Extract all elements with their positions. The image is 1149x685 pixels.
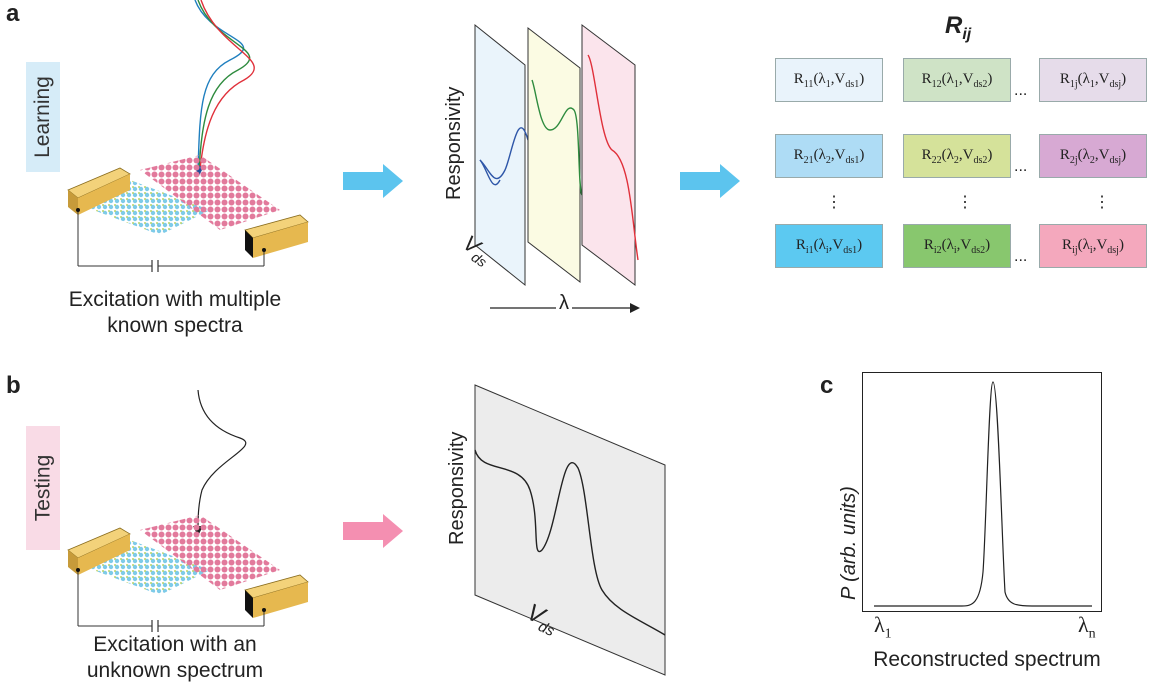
matrix-cell-1j: R1j(λ1,Vdsj) xyxy=(1039,58,1147,102)
matrix-cell-ij: Rij(λi,Vdsj) xyxy=(1039,224,1147,268)
panel-letter-c: c xyxy=(820,372,834,399)
testing-tag: Testing xyxy=(26,426,60,550)
device-learning-icon xyxy=(67,155,309,272)
learning-tag: Learning xyxy=(26,62,60,172)
panel-letter-b: b xyxy=(6,372,21,399)
testing-responsivity-plane xyxy=(474,384,666,676)
matrix-cell-21: R21(λ2,Vds1) xyxy=(775,134,883,178)
matrix-cell-i1: Ri1(λi,Vds1) xyxy=(775,224,883,268)
matrix-title: Rij xyxy=(945,12,972,43)
matrix-hdots: ... xyxy=(1014,248,1028,265)
learning-label: Learning xyxy=(31,76,55,158)
matrix-hdots: ... xyxy=(1014,82,1028,99)
caption-testing-line1: Excitation with an xyxy=(93,633,257,656)
right-arrow-icon-2 xyxy=(680,164,740,198)
right-arrow-icon-3 xyxy=(343,514,403,548)
spectrum-x-end: λn xyxy=(1078,612,1096,642)
right-arrow-icon-1 xyxy=(343,164,403,198)
caption-testing-line2: unknown spectrum xyxy=(86,659,264,682)
responsivity-stack xyxy=(474,23,639,287)
matrix-cell-22: R22(λ2,Vds2) xyxy=(903,134,1011,178)
spectrum-x-label: Reconstructed spectrum xyxy=(873,648,1101,671)
lambda-label: λ xyxy=(556,292,572,315)
caption-testing: Excitation with an unknown spectrum xyxy=(40,632,310,684)
matrix-cell-i2: Ri2(λi,Vds2) xyxy=(903,224,1011,268)
matrix-vdots: ⋮ xyxy=(957,194,973,211)
caption-learning-line2: known spectra xyxy=(107,314,243,337)
device-testing-icon xyxy=(67,515,309,632)
caption-learning: Excitation with multiple known spectra xyxy=(40,287,310,339)
matrix-vdots: ⋮ xyxy=(826,194,842,211)
reconstructed-spectrum-plot xyxy=(862,372,1102,612)
testing-label: Testing xyxy=(31,454,55,522)
caption-learning-line1: Excitation with multiple xyxy=(68,288,282,311)
matrix-cell-12: R12(λ1,Vds2) xyxy=(903,58,1011,102)
matrix-cell-11: R11(λ1,Vds1) xyxy=(775,58,883,102)
matrix-vdots: ⋮ xyxy=(1094,194,1110,211)
panel-letter-a: a xyxy=(6,0,20,27)
spectrum-x-start: λ1 xyxy=(874,612,892,642)
matrix-hdots: ... xyxy=(1014,158,1028,175)
matrix-cell-2j: R2j(λ2,Vdsj) xyxy=(1039,134,1147,178)
